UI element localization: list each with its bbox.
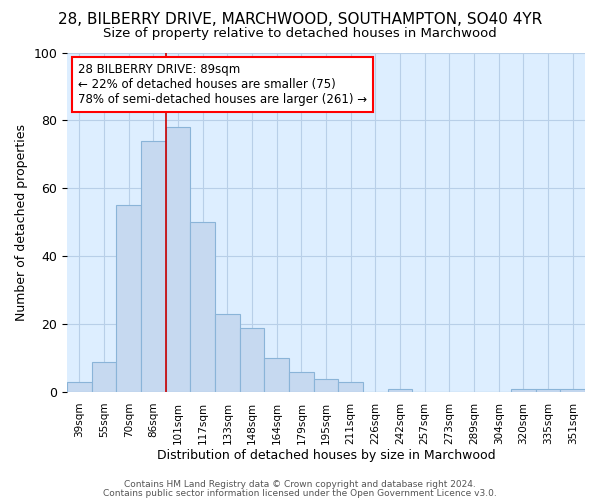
Bar bbox=[92, 362, 116, 392]
Bar bbox=[338, 382, 363, 392]
X-axis label: Distribution of detached houses by size in Marchwood: Distribution of detached houses by size … bbox=[157, 450, 496, 462]
Bar bbox=[265, 358, 289, 392]
Bar bbox=[166, 127, 190, 392]
Bar bbox=[240, 328, 265, 392]
Bar bbox=[289, 372, 314, 392]
Text: Contains public sector information licensed under the Open Government Licence v3: Contains public sector information licen… bbox=[103, 488, 497, 498]
Text: 28 BILBERRY DRIVE: 89sqm
← 22% of detached houses are smaller (75)
78% of semi-d: 28 BILBERRY DRIVE: 89sqm ← 22% of detach… bbox=[77, 62, 367, 106]
Y-axis label: Number of detached properties: Number of detached properties bbox=[15, 124, 28, 321]
Text: Size of property relative to detached houses in Marchwood: Size of property relative to detached ho… bbox=[103, 28, 497, 40]
Bar bbox=[314, 378, 338, 392]
Bar bbox=[67, 382, 92, 392]
Bar bbox=[141, 141, 166, 392]
Bar bbox=[215, 314, 240, 392]
Bar bbox=[190, 222, 215, 392]
Text: Contains HM Land Registry data © Crown copyright and database right 2024.: Contains HM Land Registry data © Crown c… bbox=[124, 480, 476, 489]
Bar bbox=[388, 388, 412, 392]
Bar bbox=[116, 206, 141, 392]
Bar bbox=[560, 388, 585, 392]
Text: 28, BILBERRY DRIVE, MARCHWOOD, SOUTHAMPTON, SO40 4YR: 28, BILBERRY DRIVE, MARCHWOOD, SOUTHAMPT… bbox=[58, 12, 542, 28]
Bar bbox=[536, 388, 560, 392]
Bar bbox=[511, 388, 536, 392]
